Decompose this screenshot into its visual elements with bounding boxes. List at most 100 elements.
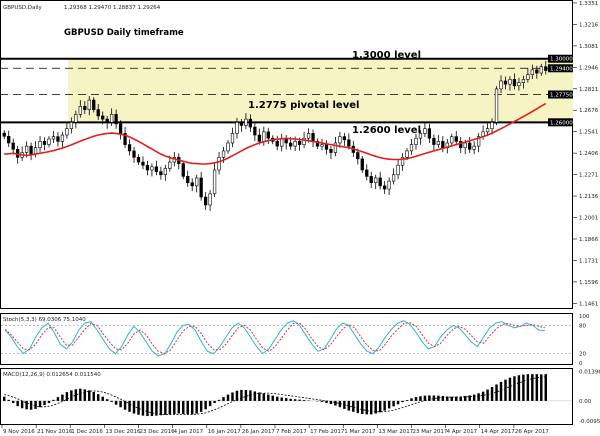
candle <box>396 159 400 180</box>
stoch-tick-label: 80 <box>579 323 586 329</box>
level-price-tag-label: 1.27750 <box>550 93 573 99</box>
price-tick-label: 1.1461 <box>579 301 598 307</box>
date-tick-label: 4 Jan 2017 <box>174 429 204 435</box>
candle <box>378 171 382 190</box>
candle <box>65 122 69 139</box>
candle <box>530 64 534 80</box>
candle <box>186 170 190 187</box>
date-tick-label: 9 Nov 2016 <box>3 429 35 435</box>
moving-average-line <box>4 102 547 165</box>
candle <box>503 76 508 90</box>
candle <box>342 132 347 146</box>
candle <box>512 73 517 90</box>
price-tick-label: 1.1596 <box>579 280 599 286</box>
candle <box>42 137 47 151</box>
date-tick-label: 14 Apr 2017 <box>481 429 516 435</box>
stoch-tick-label: 0 <box>579 361 583 367</box>
candle <box>320 138 324 151</box>
price-axis: 1.3351 1.3216 1.3081 1.2946 1.2811 1.2676 1.25… <box>548 1 599 307</box>
candle <box>60 131 65 148</box>
candle <box>387 177 391 196</box>
level-price-tag-label: 1.30000 <box>550 57 573 63</box>
candle <box>329 146 333 159</box>
candle <box>427 123 432 144</box>
date-tick-label: 7 Feb 2017 <box>276 429 307 435</box>
candle <box>459 136 463 153</box>
candle <box>92 97 96 113</box>
price-tick-label: 1.2136 <box>579 194 599 200</box>
candle <box>235 117 239 139</box>
candle <box>436 134 440 148</box>
candle <box>212 163 217 198</box>
candle <box>78 99 82 118</box>
candle <box>391 168 396 185</box>
candle <box>315 138 320 150</box>
level-1-2600-annotation: 1.2600 level <box>352 125 421 136</box>
candle <box>163 164 167 181</box>
macd-signal-line <box>4 376 546 416</box>
candle <box>132 146 136 163</box>
level-1-3000-annotation: 1.3000 level <box>352 50 421 61</box>
candle <box>83 101 87 115</box>
candle <box>51 130 56 144</box>
level-price-tag <box>548 90 573 99</box>
candle <box>257 128 261 145</box>
date-tick-label: 23 Dec 2016 <box>140 429 176 435</box>
candle <box>423 122 427 138</box>
candle <box>383 181 387 194</box>
candle <box>38 136 42 153</box>
candle <box>400 153 405 171</box>
candle <box>203 192 208 210</box>
candle <box>127 139 132 156</box>
candle <box>69 117 74 134</box>
stoch-panel <box>0 313 573 365</box>
candle <box>141 156 145 170</box>
candle <box>154 160 159 176</box>
candle <box>110 108 114 126</box>
candle <box>490 118 494 135</box>
candle <box>360 156 364 173</box>
date-tick-label: 26 Apr 2017 <box>515 429 550 435</box>
macd-indicator: 0.013965 0.00 -0.009551 <box>1 369 600 425</box>
pivotal-level-annotation: 1.2775 pivotal level <box>248 100 359 111</box>
stoch-tick-label: 100 <box>579 314 590 320</box>
candle <box>239 119 244 132</box>
macd-tick-label: 0.00 <box>579 399 592 405</box>
candle <box>208 190 212 212</box>
symbol-info: GBPUSD,Daily <box>3 5 43 11</box>
candle <box>150 163 154 177</box>
candle <box>450 133 454 146</box>
date-tick-label: 1 Dec 2016 <box>71 429 103 435</box>
price-tick-label: 1.2001 <box>579 216 598 222</box>
candle <box>521 75 526 89</box>
level-price-tag <box>548 118 573 127</box>
candle <box>544 61 548 75</box>
candle <box>226 140 230 154</box>
candle <box>365 164 369 181</box>
date-tick-label: 1 Mar 2017 <box>344 429 376 435</box>
price-tick-label: 1.2676 <box>579 108 599 114</box>
candle <box>145 160 150 176</box>
price-panel <box>0 0 573 309</box>
candle <box>499 75 503 93</box>
candle <box>418 130 423 145</box>
date-tick-label: 4 Apr 2017 <box>447 429 478 435</box>
candle <box>56 132 60 147</box>
ohlc-readout: 1.29368 1.29470 1.28837 1.29264 <box>64 5 161 11</box>
date-tick-label: 13 Dec 2016 <box>105 429 141 435</box>
price-tick-label: 1.3216 <box>579 22 599 28</box>
candle <box>244 113 248 130</box>
candle <box>347 133 351 150</box>
candle <box>472 141 476 155</box>
candle <box>333 136 338 157</box>
price-tick-label: 1.1866 <box>579 237 599 243</box>
candle <box>105 115 109 129</box>
price-tick-label: 1.3081 <box>579 44 598 50</box>
candle <box>217 152 221 175</box>
candle <box>101 111 105 125</box>
candle <box>374 174 378 190</box>
price-tick-label: 1.2541 <box>579 130 598 136</box>
price-tick-label: 1.2271 <box>579 173 598 179</box>
candle <box>539 63 543 76</box>
